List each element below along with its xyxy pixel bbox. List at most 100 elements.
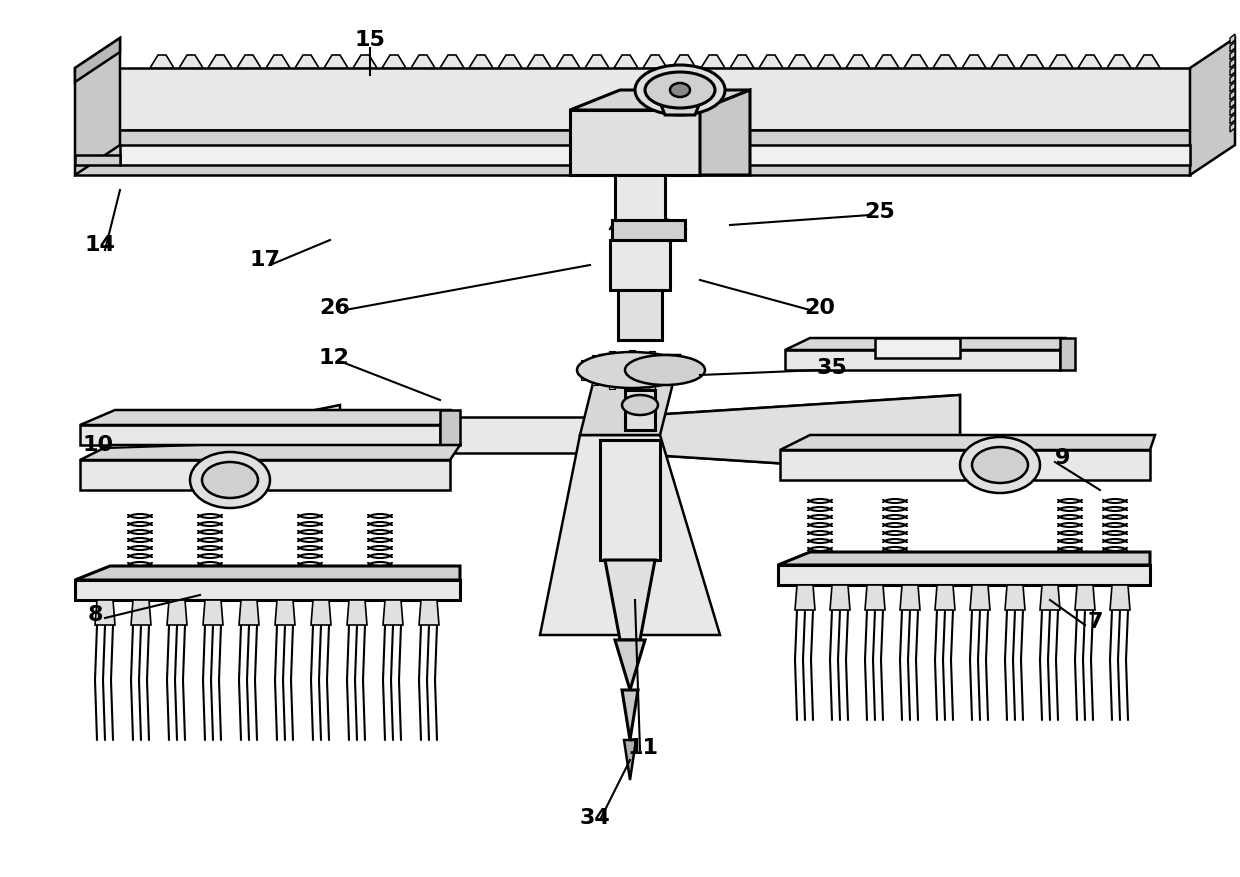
Polygon shape (577, 366, 583, 374)
Polygon shape (677, 372, 683, 380)
Polygon shape (324, 55, 348, 68)
Polygon shape (1004, 585, 1025, 610)
Text: 7: 7 (1087, 612, 1102, 632)
Ellipse shape (960, 437, 1040, 493)
Polygon shape (649, 381, 655, 389)
Polygon shape (582, 372, 587, 380)
Polygon shape (580, 355, 680, 435)
Polygon shape (629, 350, 635, 358)
Polygon shape (932, 55, 957, 68)
Polygon shape (1049, 55, 1073, 68)
Polygon shape (1230, 122, 1235, 132)
Polygon shape (817, 55, 841, 68)
Polygon shape (962, 55, 986, 68)
Text: 34: 34 (579, 808, 610, 828)
Ellipse shape (202, 462, 258, 498)
Polygon shape (570, 110, 701, 175)
Polygon shape (609, 381, 615, 389)
Polygon shape (74, 130, 1190, 175)
Text: 8: 8 (87, 605, 103, 625)
Polygon shape (440, 410, 460, 445)
Polygon shape (1136, 55, 1159, 68)
Polygon shape (1230, 74, 1235, 84)
Polygon shape (1230, 90, 1235, 100)
Ellipse shape (972, 447, 1028, 483)
Polygon shape (239, 600, 259, 625)
Polygon shape (970, 585, 990, 610)
Polygon shape (203, 600, 223, 625)
Polygon shape (81, 460, 450, 490)
Polygon shape (167, 600, 187, 625)
Polygon shape (556, 55, 580, 68)
Polygon shape (618, 290, 662, 340)
Polygon shape (311, 600, 331, 625)
Polygon shape (74, 155, 120, 165)
Polygon shape (74, 38, 120, 82)
Polygon shape (777, 565, 1149, 585)
Polygon shape (600, 440, 660, 560)
Polygon shape (1230, 114, 1235, 124)
Polygon shape (95, 600, 115, 625)
Polygon shape (570, 90, 750, 110)
Ellipse shape (622, 395, 658, 415)
Polygon shape (629, 382, 635, 390)
Polygon shape (419, 600, 439, 625)
Polygon shape (74, 68, 1190, 130)
Polygon shape (866, 585, 885, 610)
Polygon shape (1230, 98, 1235, 108)
Polygon shape (81, 410, 450, 425)
Polygon shape (666, 377, 672, 385)
Polygon shape (1190, 38, 1235, 175)
Polygon shape (649, 351, 655, 360)
Polygon shape (81, 445, 460, 460)
Polygon shape (1078, 55, 1102, 68)
Polygon shape (777, 552, 1149, 565)
Polygon shape (1060, 338, 1075, 370)
Polygon shape (787, 55, 812, 68)
Polygon shape (383, 600, 403, 625)
Text: 9: 9 (1055, 448, 1070, 468)
Polygon shape (613, 220, 684, 240)
Polygon shape (74, 580, 460, 600)
Polygon shape (593, 377, 598, 385)
Polygon shape (131, 600, 151, 625)
Polygon shape (527, 55, 551, 68)
Polygon shape (593, 354, 598, 363)
Ellipse shape (190, 452, 270, 508)
Polygon shape (469, 55, 494, 68)
Polygon shape (701, 55, 725, 68)
Polygon shape (1110, 585, 1130, 610)
Polygon shape (440, 55, 464, 68)
Polygon shape (208, 55, 232, 68)
Polygon shape (644, 55, 667, 68)
Text: 35: 35 (817, 358, 847, 378)
Text: 17: 17 (249, 250, 280, 270)
Polygon shape (275, 600, 295, 625)
Polygon shape (991, 55, 1016, 68)
Polygon shape (1040, 585, 1060, 610)
Polygon shape (614, 55, 639, 68)
Polygon shape (1230, 42, 1235, 52)
Polygon shape (904, 55, 928, 68)
Text: 10: 10 (82, 435, 114, 455)
Polygon shape (846, 55, 870, 68)
Text: 25: 25 (864, 202, 895, 222)
Ellipse shape (577, 352, 687, 388)
Polygon shape (539, 435, 720, 635)
Polygon shape (780, 450, 1149, 480)
Polygon shape (785, 338, 1065, 350)
Ellipse shape (670, 83, 689, 97)
Polygon shape (410, 55, 435, 68)
Polygon shape (1230, 82, 1235, 92)
Text: 12: 12 (319, 348, 350, 368)
Polygon shape (280, 405, 340, 453)
Polygon shape (605, 560, 655, 640)
Polygon shape (875, 338, 960, 358)
Polygon shape (935, 585, 955, 610)
Polygon shape (681, 366, 687, 374)
Polygon shape (74, 566, 460, 580)
Polygon shape (1230, 50, 1235, 60)
Polygon shape (1021, 55, 1044, 68)
Polygon shape (382, 55, 405, 68)
Ellipse shape (645, 72, 715, 108)
